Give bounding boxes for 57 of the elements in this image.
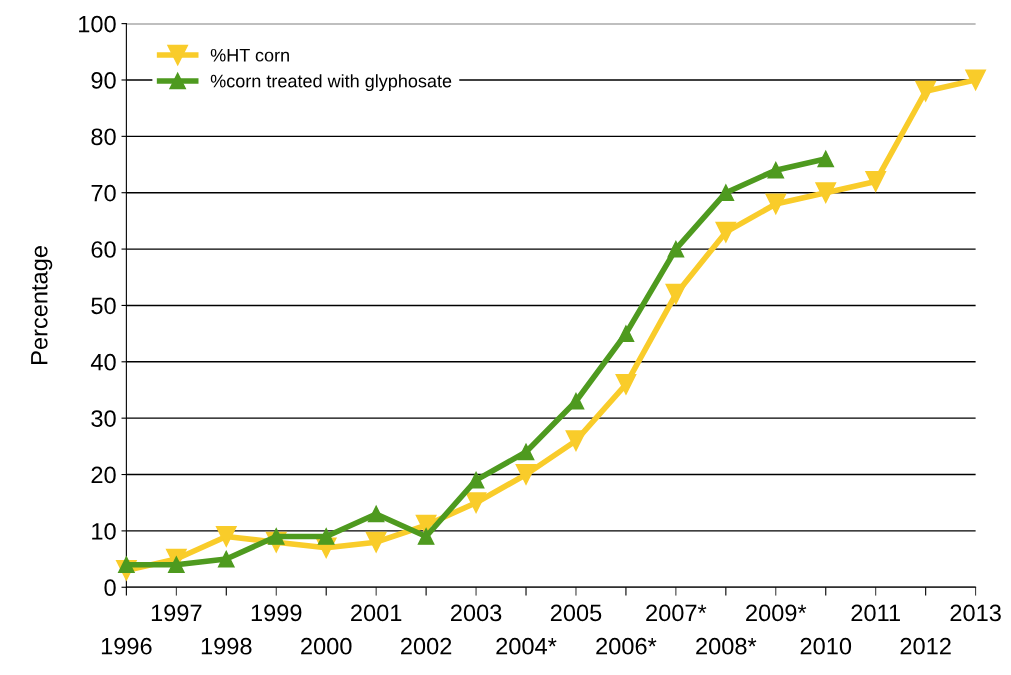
x-tick-label: 2006* — [596, 637, 657, 655]
x-tick-label: 1998 — [201, 637, 252, 655]
point — [915, 80, 937, 102]
x-tick-label: 2003 — [450, 604, 502, 622]
point — [515, 464, 537, 485]
y-tick-label: 80 — [91, 128, 116, 146]
point — [717, 184, 735, 202]
point — [317, 528, 335, 545]
y-tick-label: 70 — [91, 184, 116, 202]
x-tick-label: 1997 — [151, 604, 202, 622]
y-tick-label: 100 — [79, 15, 116, 33]
x-tick-label: 2000 — [301, 637, 352, 655]
legend-label: %HT corn — [210, 48, 289, 62]
x-tick-label: 2008* — [696, 637, 757, 655]
y-tick-label: 40 — [90, 353, 116, 371]
x-tick-label: 2011 — [851, 604, 900, 622]
point — [217, 550, 235, 568]
x-tick-label: 2004* — [496, 637, 557, 655]
point — [465, 492, 487, 514]
point — [665, 283, 687, 305]
x-tick-label: 2013 — [950, 604, 1001, 622]
x-tick-label: 2010 — [800, 637, 852, 655]
y-tick-label: 30 — [91, 410, 116, 427]
point — [167, 556, 185, 574]
point — [767, 161, 785, 179]
point — [365, 531, 387, 553]
point — [467, 471, 485, 489]
point — [667, 240, 685, 258]
point — [715, 221, 737, 243]
point — [215, 526, 237, 547]
y-tick-label: 20 — [91, 466, 116, 484]
x-tick-label: 2012 — [900, 637, 951, 655]
x-tick-label: 1999 — [251, 604, 302, 622]
point — [865, 171, 887, 192]
point — [815, 182, 837, 204]
x-tick-label: 2005 — [550, 604, 602, 622]
point — [517, 443, 535, 461]
point — [817, 150, 835, 168]
x-tick-label: 2009* — [746, 604, 807, 622]
y-tick-label: 10 — [92, 522, 116, 540]
x-tick-label: 2001 — [351, 604, 402, 622]
x-tick-label: 2007* — [646, 604, 707, 622]
point — [565, 430, 587, 452]
y-tick-label: 0 — [104, 579, 116, 597]
point — [965, 69, 987, 91]
y-axis-title: Percentage — [31, 246, 53, 364]
y-tick-label: 90 — [91, 72, 116, 89]
point — [765, 193, 787, 215]
x-tick-label: 1996 — [101, 637, 152, 655]
legend-label: %corn treated with glyphosate — [210, 74, 452, 92]
y-tick-label: 50 — [91, 297, 116, 315]
y-tick-label: 60 — [91, 241, 116, 258]
point — [617, 325, 635, 342]
point — [615, 373, 637, 395]
point — [417, 528, 435, 545]
x-tick-label: 2002 — [401, 637, 452, 655]
point — [367, 505, 385, 523]
